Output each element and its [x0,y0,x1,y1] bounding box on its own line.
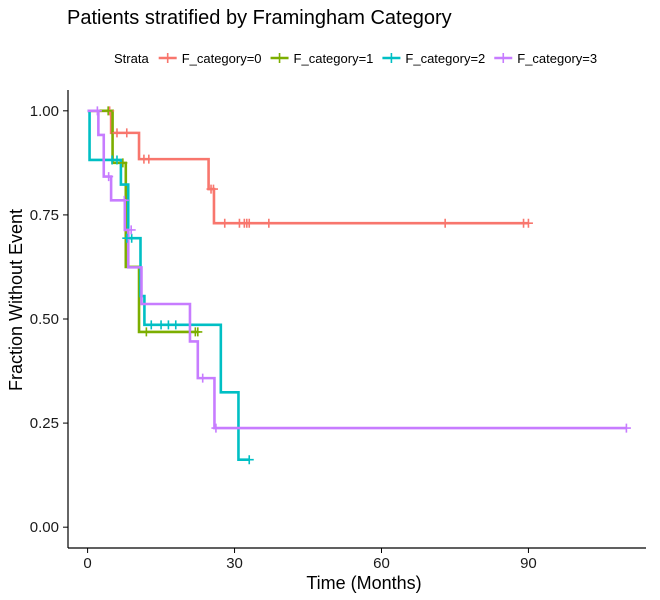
y-tick-label: 0.75 [30,207,59,224]
censor-mark [220,218,230,228]
censor-mark [141,327,151,337]
censor-mark [92,106,102,116]
censor-mark [112,155,122,165]
censor-mark [112,128,122,138]
legend-item-2: F_category=2 [382,51,485,66]
censor-mark [104,172,114,182]
x-tick-label: 90 [520,555,537,572]
censor-mark [211,423,221,433]
legend-label: F_category=1 [294,51,374,66]
censor-mark [126,225,136,235]
legend-item-1: F_category=1 [270,51,374,66]
censor-mark [146,320,156,330]
axes: 0 30 60 90 0.00 0.25 0.50 0.75 1.00 [30,90,646,572]
censor-mark [523,218,533,228]
x-ticks: 0 30 60 90 [83,548,537,572]
censor-group-3 [92,106,631,433]
censor-marks [92,106,631,465]
x-tick-label: 0 [83,555,91,572]
chart-title: Patients stratified by Framingham Catego… [67,7,452,29]
plot-area [87,106,631,465]
censor-mark [122,128,132,138]
censor-mark [208,184,218,194]
x-tick-label: 30 [226,555,243,572]
y-ticks: 0.00 0.25 0.50 0.75 1.00 [30,103,68,536]
censor-mark [621,423,631,433]
legend-label: F_category=3 [517,51,597,66]
censor-mark [118,158,128,168]
legend-title: Strata [114,51,149,66]
y-tick-label: 0.25 [30,415,59,432]
censor-mark [103,106,113,116]
censor-mark [127,233,137,243]
censor-group-0 [105,106,533,228]
y-tick-label: 1.00 [30,103,59,120]
censor-mark [144,154,154,164]
y-axis-title: Fraction Without Event [6,209,26,391]
censor-group-1 [103,106,203,337]
x-axis-title: Time (Months) [306,573,421,593]
censor-group-2 [107,155,254,465]
censor-mark [440,218,450,228]
censor-mark [244,218,254,228]
legend-label: F_category=0 [182,51,262,66]
x-tick-label: 60 [373,555,390,572]
censor-mark [119,195,129,205]
series-line-3 [87,109,627,430]
y-tick-label: 0.50 [30,311,59,328]
censor-mark [198,373,208,383]
censor-mark [244,455,254,465]
censor-mark [193,327,203,337]
legend-label: F_category=2 [405,51,485,66]
legend-item-3: F_category=3 [494,51,597,66]
legend-item-0: F_category=0 [158,51,262,66]
y-tick-label: 0.00 [30,519,59,536]
legend: Strata F_category=0 F_category=1 F_categor… [114,51,597,66]
censor-mark [264,218,274,228]
series-line-0 [87,109,529,225]
censor-mark [171,320,181,330]
series-layer [87,109,627,462]
